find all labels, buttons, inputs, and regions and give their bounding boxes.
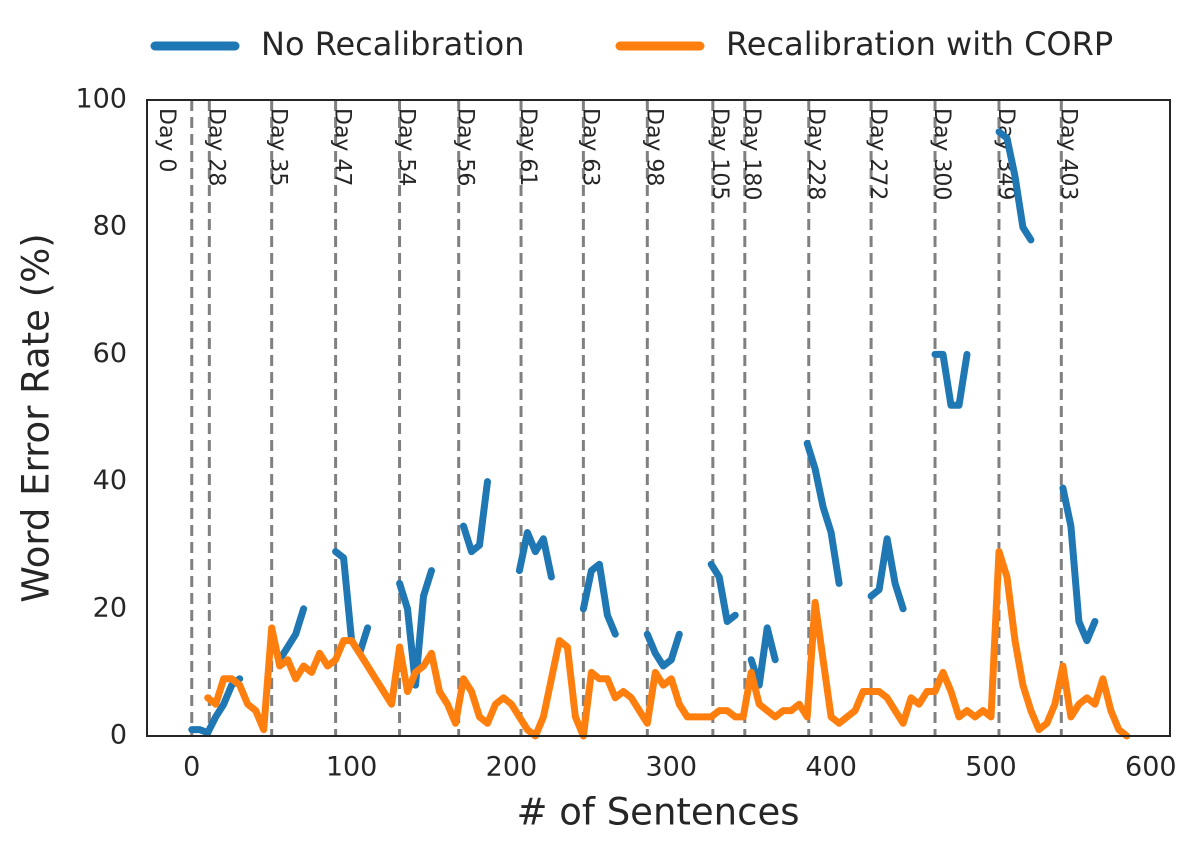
annotation-label: Day 300 — [929, 108, 954, 200]
annotation-label: Day 56 — [453, 108, 478, 186]
series-line — [204, 548, 1131, 740]
annotation-label: Day 180 — [739, 108, 764, 200]
x-tick-label: 200 — [486, 752, 538, 783]
y-axis-label: Word Error Rate (%) — [15, 233, 58, 602]
y-tick-label: 80 — [93, 211, 127, 242]
x-tick-label: 600 — [1125, 752, 1177, 783]
annotation-label: Day 35 — [266, 108, 291, 186]
y-tick-label: 100 — [75, 84, 127, 115]
annotation-label: Day 28 — [203, 108, 228, 186]
annotation-label: Day 403 — [1055, 108, 1080, 200]
y-tick-label: 40 — [93, 465, 127, 496]
annotation-label: Day 63 — [577, 108, 602, 186]
y-tick-label: 60 — [93, 338, 127, 369]
plot-frame — [146, 99, 1171, 737]
y-tick-label: 20 — [93, 592, 127, 623]
annotation-label: Day 228 — [803, 108, 828, 200]
legend-label: Recalibration with CORP — [726, 25, 1113, 63]
annotation-label: Day 54 — [394, 108, 419, 186]
x-tick-label: 500 — [965, 752, 1017, 783]
annotation-label: Day 0 — [154, 108, 179, 172]
annotation-label: Day 61 — [515, 108, 540, 186]
x-tick-label: 100 — [326, 752, 378, 783]
annotation-label: Day 98 — [641, 108, 666, 186]
x-tick-label: 300 — [646, 752, 698, 783]
x-tick-label: 400 — [805, 752, 857, 783]
x-tick-label: 0 — [183, 752, 200, 783]
legend-label: No Recalibration — [261, 25, 525, 63]
series-line — [188, 128, 1099, 737]
annotation-label: Day 47 — [330, 108, 355, 186]
annotation-label: Day 272 — [865, 108, 890, 200]
y-tick-label: 0 — [110, 720, 127, 751]
annotation-label: Day 105 — [707, 108, 732, 200]
x-axis-label: # of Sentences — [517, 791, 800, 834]
